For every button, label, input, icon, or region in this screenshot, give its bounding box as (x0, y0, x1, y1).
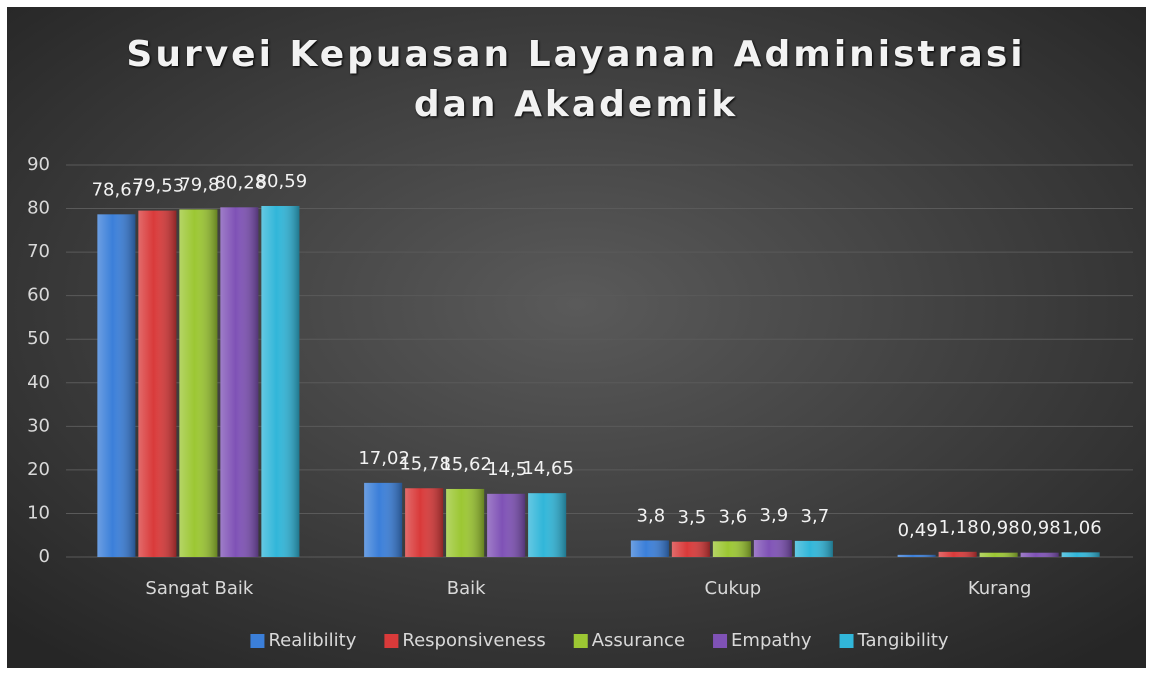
y-tick-label: 90 (27, 154, 50, 175)
bar (405, 488, 444, 557)
data-label: 3,6 (719, 506, 748, 527)
legend-label: Empathy (731, 630, 812, 651)
bar (712, 541, 751, 557)
bar (220, 207, 259, 557)
data-label: 0,98 (980, 518, 1020, 539)
legend-label: Realibility (268, 630, 356, 651)
bar (671, 541, 710, 557)
data-label: 15,78 (399, 453, 451, 474)
bar (1020, 552, 1059, 557)
data-label: 14,65 (522, 458, 574, 479)
data-label: 1,18 (939, 517, 979, 538)
bar (897, 554, 936, 557)
legend-label: Tangibility (857, 630, 949, 651)
legend-swatch (250, 634, 265, 648)
x-tick-label: Kurang (968, 578, 1032, 599)
legend-swatch (573, 634, 588, 648)
bar (979, 552, 1018, 557)
bar (794, 540, 833, 557)
data-label: 80,59 (256, 171, 308, 192)
bar (528, 493, 567, 557)
y-tick-label: 10 (27, 502, 50, 523)
x-tick-label: Baik (447, 578, 486, 599)
y-tick-label: 60 (27, 285, 50, 306)
data-label: 0,98 (1021, 518, 1061, 539)
data-label: 3,7 (801, 506, 830, 527)
data-label: 0,49 (898, 520, 938, 541)
bar (630, 540, 669, 557)
data-label: 78,67 (92, 179, 144, 200)
bar (1061, 552, 1100, 557)
y-tick-label: 70 (27, 241, 50, 262)
y-tick-label: 0 (39, 546, 50, 567)
y-tick-label: 80 (27, 198, 50, 219)
data-label: 79,53 (133, 176, 185, 197)
bar (97, 214, 136, 557)
y-tick-label: 20 (27, 459, 50, 480)
data-label: 17,02 (358, 448, 410, 469)
bar (446, 488, 485, 557)
bar (179, 209, 218, 557)
bar (138, 210, 177, 557)
data-label: 79,8 (179, 174, 219, 195)
bar (753, 540, 792, 557)
data-label: 15,62 (440, 454, 492, 475)
y-tick-label: 40 (27, 372, 50, 393)
legend-label: Assurance (592, 630, 685, 651)
x-tick-label: Sangat Baik (145, 578, 253, 599)
data-label: 3,5 (678, 507, 707, 528)
data-label: 3,9 (760, 505, 789, 526)
bar (487, 493, 526, 557)
x-tick-label: Cukup (705, 578, 762, 599)
bar (938, 551, 977, 557)
y-tick-label: 50 (27, 328, 50, 349)
legend-label: Responsiveness (402, 630, 545, 651)
legend-swatch (384, 634, 399, 648)
legend-swatch (839, 634, 854, 648)
data-label: 1,06 (1062, 517, 1102, 538)
bar (364, 482, 403, 557)
legend-swatch (713, 634, 728, 648)
data-label: 3,8 (637, 505, 666, 526)
data-label: 80,28 (215, 172, 267, 193)
data-label: 14,5 (487, 459, 527, 480)
bar (261, 205, 300, 557)
chart-title: Survei Kepuasan Layanan Administrasi dan… (126, 34, 1026, 125)
y-tick-label: 30 (27, 415, 50, 436)
